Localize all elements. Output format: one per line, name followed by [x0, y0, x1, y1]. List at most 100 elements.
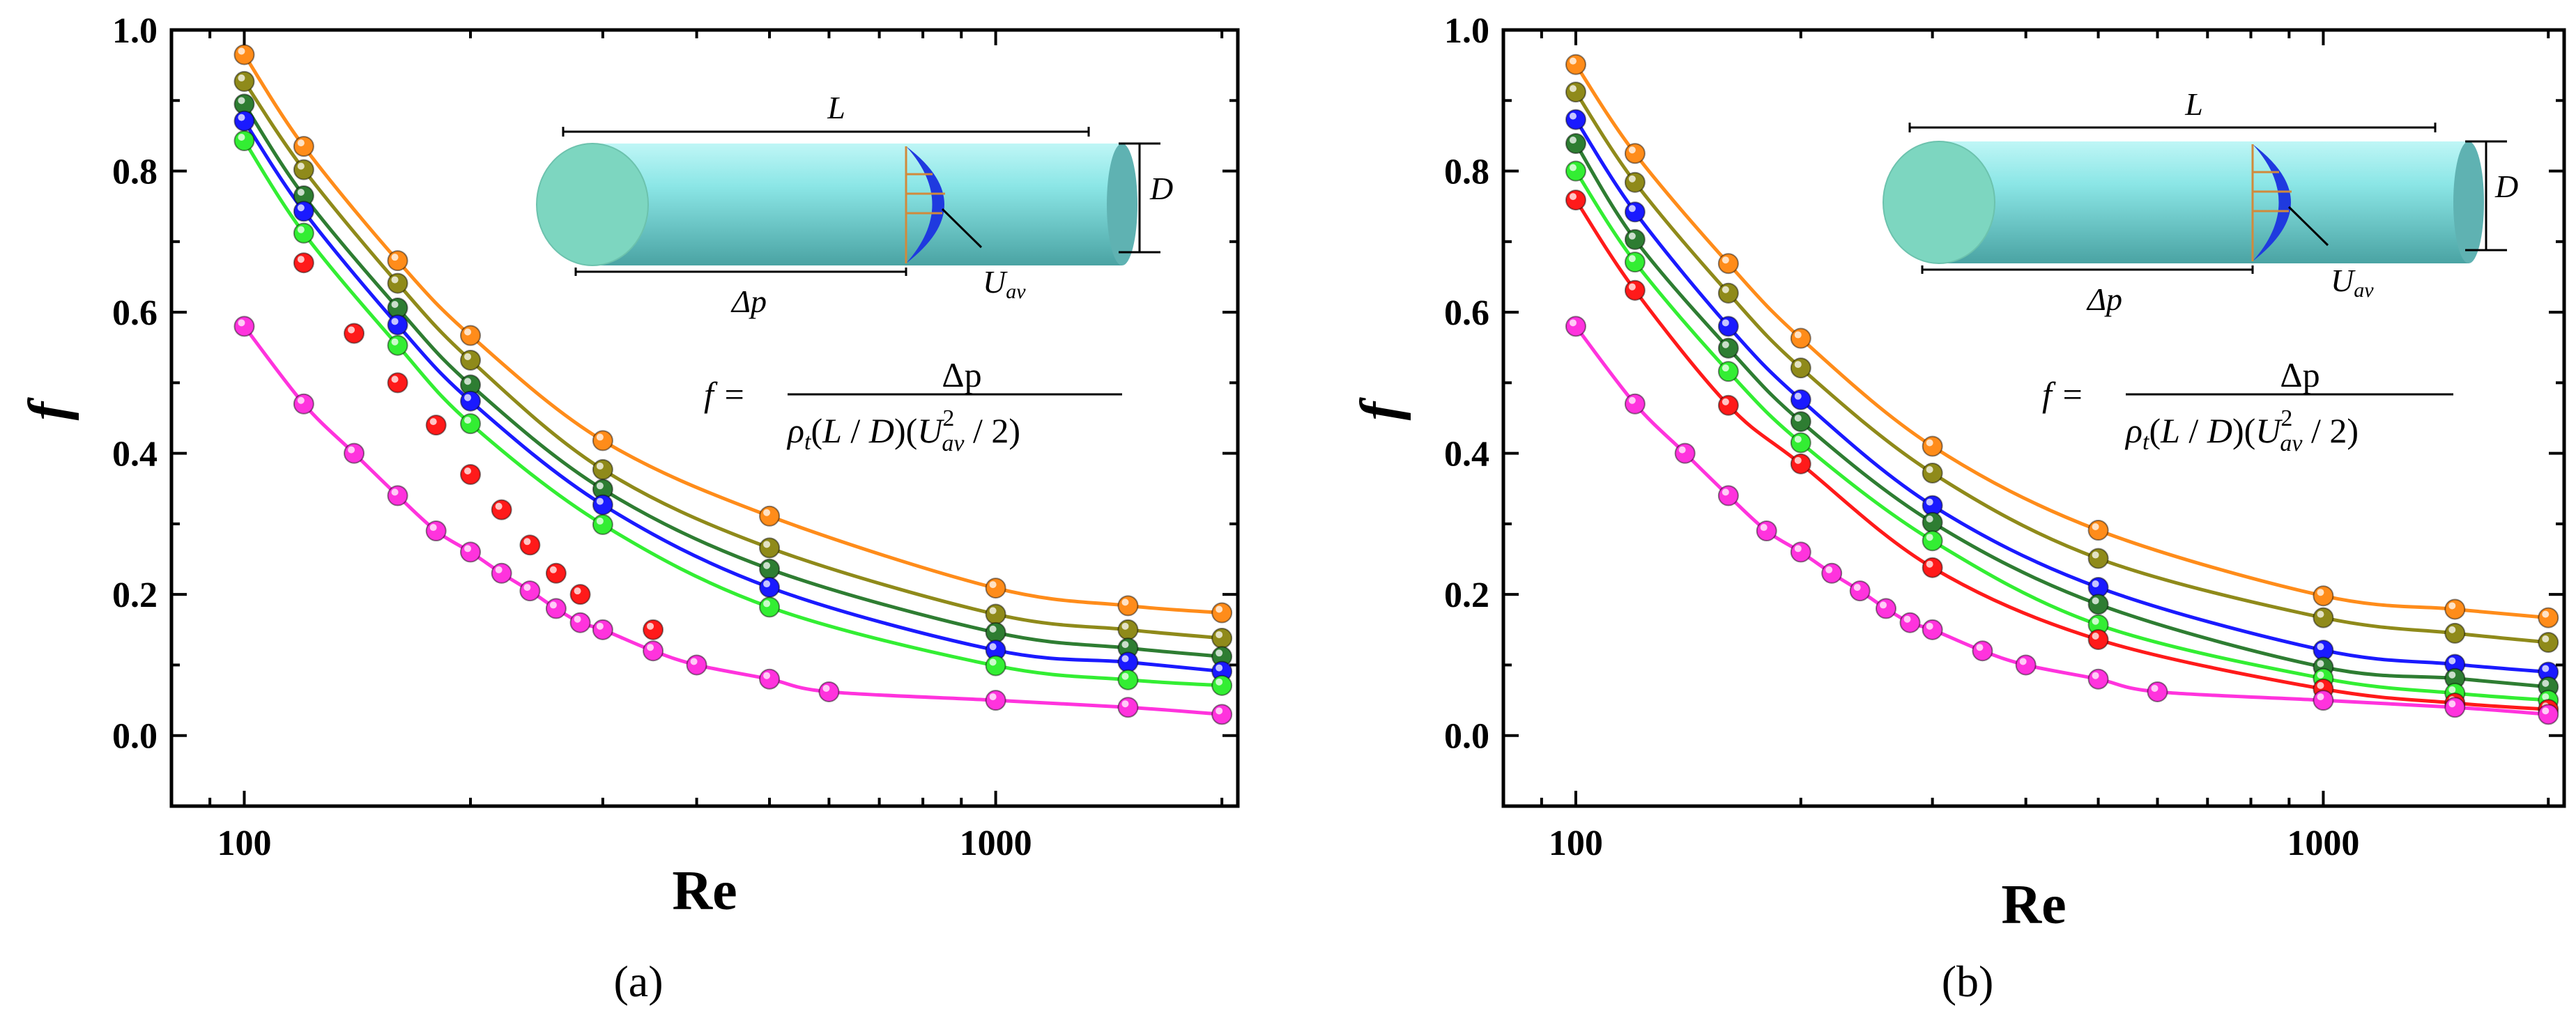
data-point — [1565, 133, 1586, 155]
fit-line — [1574, 199, 2549, 711]
data-point — [2538, 704, 2559, 725]
fit-line — [243, 139, 1222, 688]
panel-a: 0.0 0.2 0.4 0.6 0.8 1.0 100 1000 f Re (a) L Ua… — [18, 11, 1240, 1006]
data-point — [1117, 651, 1139, 673]
data-point — [293, 252, 314, 274]
fit-line — [243, 102, 1222, 658]
data-point — [643, 640, 664, 662]
data-point — [1922, 435, 1943, 457]
data-point — [818, 681, 840, 702]
pipe-end — [1107, 144, 1137, 265]
y-tick-label: 0.6 — [1444, 293, 1489, 333]
data-point — [2087, 628, 2109, 650]
fit-line — [1574, 118, 2549, 674]
y-tick-labels: 0.0 0.2 0.4 0.6 0.8 1.0 — [1444, 11, 1489, 757]
y-tick-label: 0.4 — [1444, 435, 1489, 474]
svg-text:Δp: Δp — [942, 355, 981, 394]
fit-line — [1574, 63, 2549, 620]
data-point — [233, 110, 255, 132]
data-point — [1922, 530, 1943, 552]
data-point — [1790, 453, 1811, 474]
data-point — [1624, 171, 1646, 193]
panel-label: (b) — [1942, 957, 1994, 1006]
y-axis-title: f — [1350, 396, 1411, 420]
x-tick-label: 100 — [1549, 824, 1603, 863]
length-label: L — [2184, 86, 2203, 122]
axis-ticks — [1502, 29, 2564, 808]
fit-line — [243, 80, 1222, 640]
data-point — [1922, 511, 1943, 533]
y-tick-label: 0.2 — [1444, 575, 1489, 615]
data-point — [1117, 697, 1139, 718]
friction-factor-equation: f = Δp ρt(L / D)(U2 av / 2) — [2042, 355, 2453, 456]
data-point — [2087, 614, 2109, 635]
data-point — [1790, 432, 1811, 454]
x-tick-label: 100 — [217, 824, 271, 863]
pipe-face — [536, 143, 649, 266]
data-point — [1922, 619, 1943, 640]
y-tick-label: 0.6 — [112, 293, 158, 333]
y-tick-label: 0.8 — [112, 153, 158, 192]
fit-line — [1574, 91, 2549, 644]
plot-frame — [1501, 28, 2566, 808]
data-point — [293, 393, 314, 415]
data-point — [1717, 282, 1739, 304]
data-point — [344, 323, 365, 344]
data-point — [1674, 442, 1696, 464]
x-axis-title: Re — [2001, 874, 2066, 936]
data-point — [1790, 389, 1811, 410]
data-point — [2087, 520, 2109, 541]
data-point — [1875, 598, 1896, 619]
data-point — [1624, 393, 1646, 415]
data-point — [1624, 252, 1646, 273]
velocity-profile — [906, 146, 944, 263]
x-tick-labels: 100 1000 — [1549, 824, 2359, 863]
fit-line — [243, 120, 1222, 674]
data-point — [2147, 681, 2168, 702]
data-point — [985, 621, 1006, 643]
data-point — [387, 372, 408, 394]
data-point — [569, 612, 591, 633]
length-label: L — [827, 90, 845, 125]
data-point — [2087, 577, 2109, 598]
pipe-body — [592, 144, 1122, 265]
data-point — [1821, 562, 1843, 584]
data-point — [545, 562, 567, 584]
data-point — [2087, 594, 2109, 615]
data-point — [233, 130, 255, 151]
data-point — [1922, 462, 1943, 484]
data-point — [1922, 495, 1943, 516]
pipe-diagram: L Uav D Δp — [1883, 86, 2518, 317]
data-point — [2313, 585, 2334, 607]
data-point — [460, 541, 482, 563]
data-point — [1117, 669, 1139, 690]
data-point — [387, 334, 408, 356]
data-point — [2444, 697, 2466, 718]
y-tick-label: 0.2 — [112, 575, 158, 615]
data-point — [491, 562, 512, 584]
pipe-body — [1939, 141, 2469, 263]
data-point — [2313, 607, 2334, 628]
y-tick-label: 0.4 — [112, 435, 158, 474]
data-point — [293, 136, 314, 157]
data-point — [592, 430, 613, 451]
pipe-diagram: L Uav D Δp — [536, 90, 1173, 319]
pipe-face — [1883, 141, 1995, 264]
data-point — [1211, 646, 1233, 667]
data-point — [1117, 595, 1139, 617]
data-point — [293, 222, 314, 244]
data-point — [460, 349, 482, 371]
data-point — [1211, 627, 1233, 649]
data-point — [759, 558, 781, 580]
data-point — [425, 520, 447, 542]
data-point — [2313, 690, 2334, 711]
data-point — [233, 316, 255, 337]
data-point — [759, 596, 781, 618]
data-point — [1790, 327, 1811, 349]
x-tick-label: 1000 — [960, 824, 1032, 863]
data-point — [759, 505, 781, 527]
data-point — [1717, 316, 1739, 337]
data-points — [233, 44, 1233, 725]
data-points — [1565, 54, 2559, 725]
data-point — [643, 619, 664, 640]
